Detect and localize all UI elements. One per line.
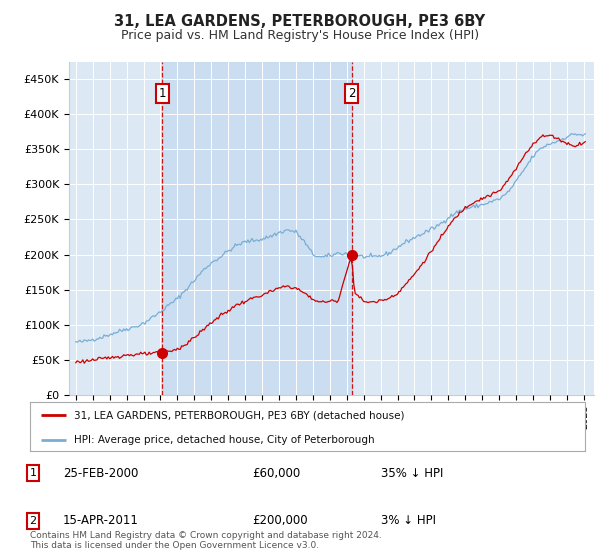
Text: 35% ↓ HPI: 35% ↓ HPI <box>381 466 443 480</box>
Text: £200,000: £200,000 <box>252 514 308 528</box>
Text: 2: 2 <box>29 516 37 526</box>
Text: HPI: Average price, detached house, City of Peterborough: HPI: Average price, detached house, City… <box>74 435 375 445</box>
Text: 31, LEA GARDENS, PETERBOROUGH, PE3 6BY (detached house): 31, LEA GARDENS, PETERBOROUGH, PE3 6BY (… <box>74 410 405 421</box>
Text: 2: 2 <box>348 87 355 100</box>
Text: 3% ↓ HPI: 3% ↓ HPI <box>381 514 436 528</box>
Text: 1: 1 <box>159 87 166 100</box>
Text: 1: 1 <box>29 468 37 478</box>
Text: 25-FEB-2000: 25-FEB-2000 <box>63 466 139 480</box>
Text: Price paid vs. HM Land Registry's House Price Index (HPI): Price paid vs. HM Land Registry's House … <box>121 29 479 42</box>
Text: 31, LEA GARDENS, PETERBOROUGH, PE3 6BY: 31, LEA GARDENS, PETERBOROUGH, PE3 6BY <box>115 14 485 29</box>
Text: 15-APR-2011: 15-APR-2011 <box>63 514 139 528</box>
Text: £60,000: £60,000 <box>252 466 300 480</box>
Text: Contains HM Land Registry data © Crown copyright and database right 2024.
This d: Contains HM Land Registry data © Crown c… <box>30 530 382 550</box>
Bar <box>163 62 352 395</box>
